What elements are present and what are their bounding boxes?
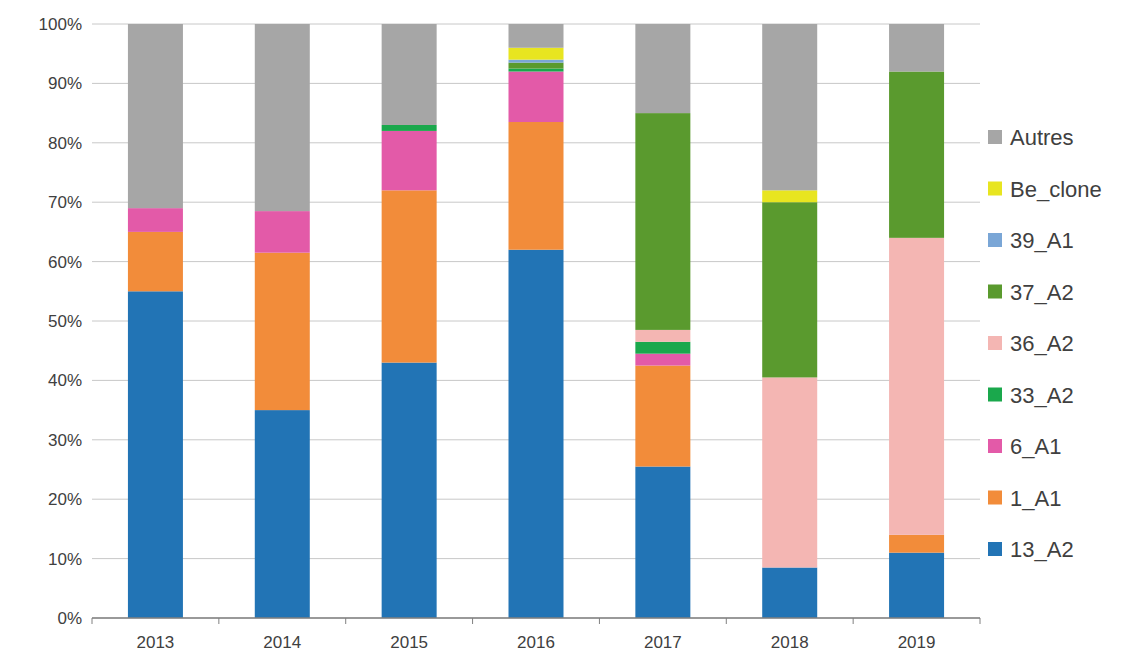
bar-segment [509, 63, 564, 69]
y-tick-label: 40% [48, 371, 82, 390]
x-tick [599, 618, 600, 624]
bar-segment [889, 553, 944, 618]
x-tick-label: 2019 [898, 633, 936, 652]
y-tick-label: 70% [48, 193, 82, 212]
x-tick [472, 618, 473, 624]
bar-segment [762, 377, 817, 567]
x-tick [345, 618, 346, 624]
y-tick-label: 20% [48, 490, 82, 509]
legend-label: 6_A1 [1010, 434, 1061, 459]
bar-segment [635, 113, 690, 330]
bar-segment [635, 354, 690, 366]
grid [92, 24, 980, 618]
bar-segment [509, 122, 564, 250]
legend-swatch [988, 491, 1002, 505]
grid-line [92, 618, 980, 619]
x-tick [853, 618, 854, 624]
legend-swatch [988, 542, 1002, 556]
x-tick-label: 2013 [137, 633, 175, 652]
bar-segment [635, 330, 690, 342]
legend-label: 13_A2 [1010, 537, 1074, 562]
bar-segment [255, 24, 310, 211]
legend-label: 36_A2 [1010, 331, 1074, 356]
bar-segment [382, 363, 437, 618]
legend-label: 37_A2 [1010, 280, 1074, 305]
bar-segment [255, 253, 310, 410]
x-tick [726, 618, 727, 624]
bar-segment [382, 24, 437, 125]
bar-segment [635, 24, 690, 113]
bar-segment [382, 131, 437, 190]
bar-segment [382, 190, 437, 362]
legend-swatch [988, 336, 1002, 350]
y-tick-label: 50% [48, 312, 82, 331]
x-tick [980, 618, 981, 624]
x-tick-label: 2018 [771, 633, 809, 652]
x-tick-label: 2015 [390, 633, 428, 652]
legend-swatch [988, 182, 1002, 196]
bars [128, 24, 944, 618]
legend-label: 33_A2 [1010, 383, 1074, 408]
bar-segment [889, 238, 944, 535]
bar-segment [762, 190, 817, 202]
x-axis [92, 617, 980, 619]
chart: 0% 10% 20% 30% 40% 50% 60% 70% 80% 90% 100% 2013 201… [0, 0, 1147, 669]
bar-segment [128, 232, 183, 291]
bar-segment [509, 24, 564, 48]
legend-swatch [988, 130, 1002, 144]
bar-segment [509, 48, 564, 60]
bar-segment [509, 60, 564, 63]
legend-swatch [988, 439, 1002, 453]
bar-segment [382, 125, 437, 131]
bar-segment [889, 535, 944, 553]
x-tick-label: 2014 [263, 633, 301, 652]
legend-swatch [988, 233, 1002, 247]
legend-label: 1_A1 [1010, 486, 1061, 511]
bar-segment [255, 410, 310, 618]
x-tick [92, 618, 93, 624]
bar-segment [509, 72, 564, 122]
y-tick-label: 60% [48, 253, 82, 272]
y-tick-label: 30% [48, 431, 82, 450]
x-tick-label: 2017 [644, 633, 682, 652]
legend-swatch [988, 388, 1002, 402]
legend-label: Be_clone [1010, 177, 1102, 202]
bar-segment [635, 366, 690, 467]
x-tick [218, 618, 219, 624]
bar-segment [889, 24, 944, 72]
bar-segment [889, 72, 944, 238]
bar-segment [128, 208, 183, 232]
legend: Autres Be_clone 39_A1 37_A2 36_A2 33_A2 6_A1 1_… [988, 125, 1102, 562]
y-tick-label: 100% [39, 15, 82, 34]
bar-segment [128, 291, 183, 618]
bar-segment [255, 211, 310, 253]
bar-segment [509, 69, 564, 72]
bar-segment [128, 24, 183, 208]
bar-segment [762, 202, 817, 377]
y-tick-label: 90% [48, 74, 82, 93]
y-tick-label: 80% [48, 134, 82, 153]
legend-label: Autres [1010, 125, 1074, 150]
bar-segment [635, 467, 690, 618]
y-tick-label: 0% [57, 609, 82, 628]
legend-label: 39_A1 [1010, 228, 1074, 253]
legend-swatch [988, 285, 1002, 299]
bar-segment [635, 342, 690, 354]
x-tick-label: 2016 [517, 633, 555, 652]
bar-segment [762, 568, 817, 618]
bar-segment [762, 24, 817, 190]
y-tick-label: 10% [48, 550, 82, 569]
bar-segment [509, 250, 564, 618]
